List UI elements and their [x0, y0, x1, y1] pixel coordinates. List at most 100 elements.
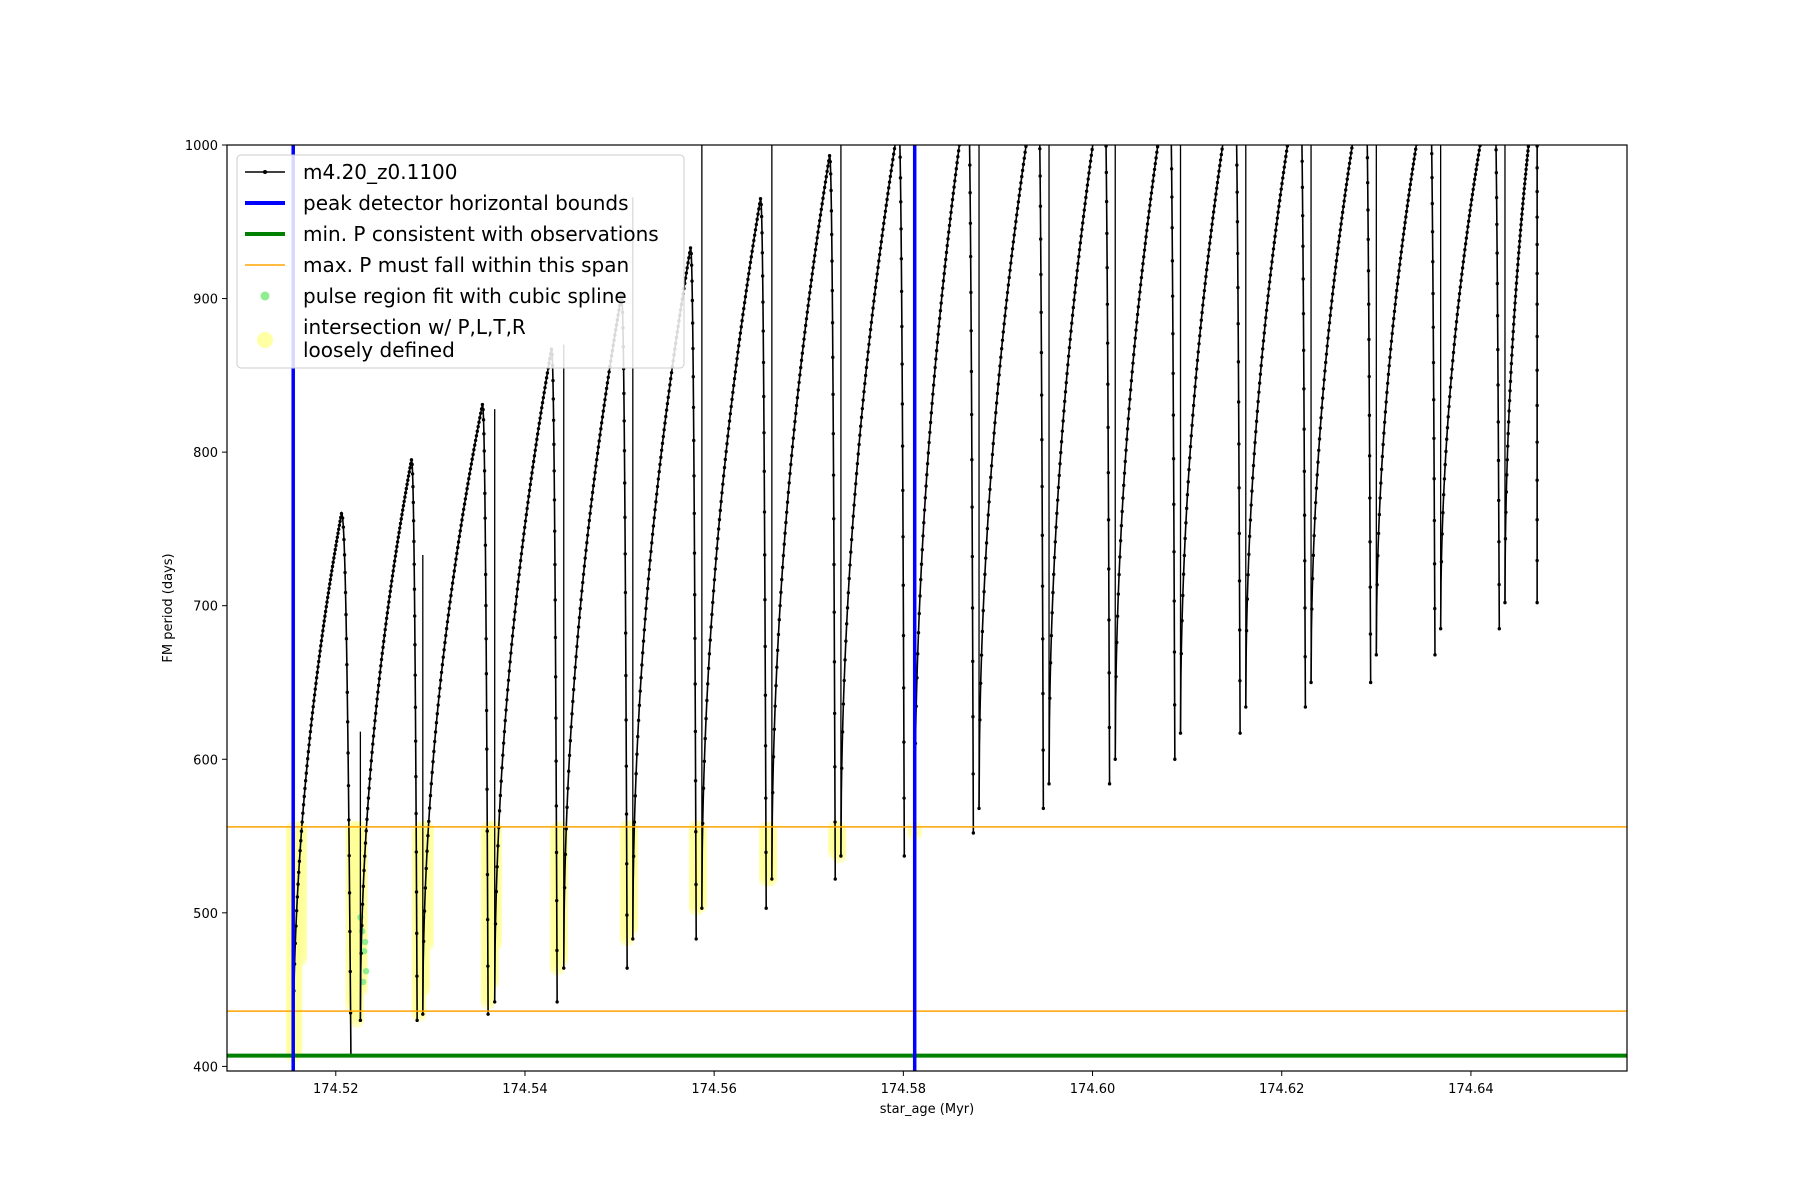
- series-point: [525, 506, 529, 511]
- series-point: [1155, 145, 1160, 149]
- series-point: [1215, 180, 1220, 185]
- series-point: [663, 421, 667, 425]
- series-point: [1001, 330, 1006, 334]
- series-point: [1329, 306, 1333, 310]
- series-point: [854, 482, 858, 486]
- series-point: [1535, 518, 1539, 522]
- series-point: [424, 866, 428, 871]
- series-point: [1236, 360, 1241, 364]
- series-point: [706, 682, 710, 686]
- series-point: [760, 251, 765, 255]
- series-point: [720, 491, 724, 495]
- series-point: [575, 644, 579, 649]
- series-point: [717, 517, 722, 522]
- series-point: [1259, 363, 1263, 368]
- series-point: [922, 520, 926, 525]
- series-point: [576, 634, 580, 639]
- series-point: [1006, 283, 1011, 287]
- series-point: [891, 152, 896, 156]
- plot-area: [227, 145, 1627, 1071]
- series-point: [713, 567, 717, 571]
- series-point: [1105, 231, 1109, 236]
- series-point: [1444, 449, 1448, 454]
- series-point: [1193, 385, 1197, 389]
- series-point: [1466, 225, 1470, 229]
- legend-item-intersection: intersection w/ P,L,T,R loosely defined: [257, 315, 526, 362]
- series-point: [1365, 181, 1370, 185]
- series-point: [631, 937, 635, 941]
- series-point: [398, 521, 403, 526]
- series-point: [1504, 490, 1509, 494]
- series-point: [1497, 627, 1501, 631]
- series-point: [716, 527, 721, 531]
- spline-fit-point: [360, 978, 367, 986]
- series-point: [1023, 150, 1027, 154]
- series-point: [1130, 370, 1134, 374]
- series-point: [1463, 242, 1468, 246]
- series-point: [685, 266, 689, 270]
- series-point: [917, 611, 921, 616]
- series-point: [340, 516, 345, 520]
- series-point: [1218, 163, 1222, 168]
- series-point: [473, 443, 477, 447]
- series-point: [944, 250, 949, 255]
- series-point: [700, 906, 704, 910]
- series-point: [760, 274, 765, 278]
- series-point: [1104, 145, 1108, 148]
- series-point: [581, 572, 586, 576]
- series-point: [1368, 680, 1373, 685]
- series-point: [749, 255, 753, 259]
- series-point: [1194, 376, 1198, 380]
- series-point: [860, 406, 865, 411]
- series-point: [325, 595, 330, 600]
- series-point: [946, 237, 950, 241]
- series-point: [571, 699, 575, 704]
- series-point: [847, 576, 851, 581]
- series-point: [1456, 305, 1460, 310]
- series-point: [384, 616, 389, 621]
- series-point: [823, 180, 828, 184]
- series-point: [669, 370, 674, 375]
- series-point: [989, 475, 993, 480]
- series-point: [690, 298, 695, 303]
- series-point: [1079, 234, 1083, 238]
- series-point: [346, 751, 350, 755]
- series-point: [388, 589, 392, 594]
- series-point: [813, 253, 817, 258]
- series-point: [693, 729, 698, 734]
- series-point: [564, 827, 568, 831]
- series-point: [981, 608, 985, 613]
- series-point: [505, 688, 510, 692]
- series-point: [604, 386, 609, 391]
- series-point: [540, 406, 544, 410]
- series-point: [931, 383, 936, 387]
- series-point: [544, 376, 549, 380]
- series-point: [1460, 266, 1465, 270]
- series-point: [1247, 552, 1251, 557]
- series-point: [1251, 463, 1256, 468]
- series-point: [1505, 473, 1509, 477]
- series-point: [504, 708, 508, 712]
- series-point: [1526, 145, 1531, 149]
- series-point: [1075, 268, 1079, 273]
- series-point: [333, 547, 337, 552]
- spline-fit-point: [361, 938, 369, 946]
- series-point: [1392, 309, 1397, 314]
- series-point: [751, 244, 755, 248]
- series-point: [469, 462, 474, 466]
- series-point: [1471, 187, 1475, 192]
- series-point: [597, 439, 601, 443]
- series-point: [1525, 158, 1529, 162]
- series-point: [1313, 500, 1318, 505]
- series-point: [943, 264, 947, 269]
- series-point: [1171, 413, 1176, 417]
- series-point: [1412, 157, 1416, 161]
- series-point: [331, 560, 335, 564]
- series-point: [755, 217, 759, 222]
- series-point: [572, 676, 577, 680]
- series-point: [634, 772, 638, 776]
- series-point: [442, 648, 446, 652]
- series-point: [393, 554, 398, 558]
- series-point: [735, 356, 739, 361]
- series-point: [947, 223, 952, 228]
